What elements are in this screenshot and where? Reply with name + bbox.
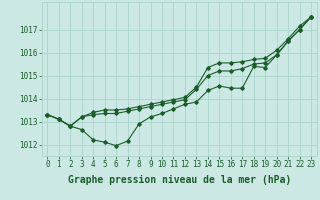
X-axis label: Graphe pression niveau de la mer (hPa): Graphe pression niveau de la mer (hPa) (68, 175, 291, 185)
